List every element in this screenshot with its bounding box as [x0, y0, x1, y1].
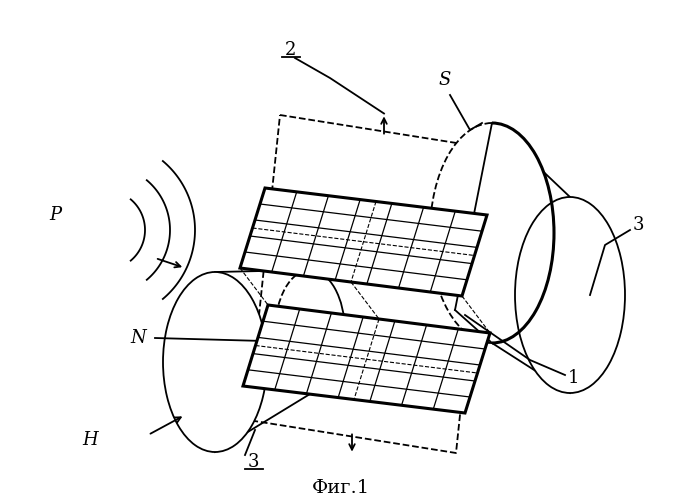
Text: 2: 2 — [284, 41, 296, 59]
Ellipse shape — [515, 197, 625, 393]
Text: 3: 3 — [247, 453, 259, 471]
Ellipse shape — [275, 270, 345, 394]
Ellipse shape — [430, 123, 554, 343]
Text: N: N — [130, 329, 146, 347]
Text: S: S — [439, 71, 452, 89]
Text: P: P — [49, 206, 61, 224]
Text: 1: 1 — [568, 369, 580, 387]
Polygon shape — [243, 305, 490, 413]
Polygon shape — [240, 188, 487, 296]
Ellipse shape — [163, 272, 267, 452]
Text: H: H — [82, 431, 98, 449]
Text: Фиг.1: Фиг.1 — [312, 479, 370, 497]
Text: 3: 3 — [632, 216, 644, 234]
